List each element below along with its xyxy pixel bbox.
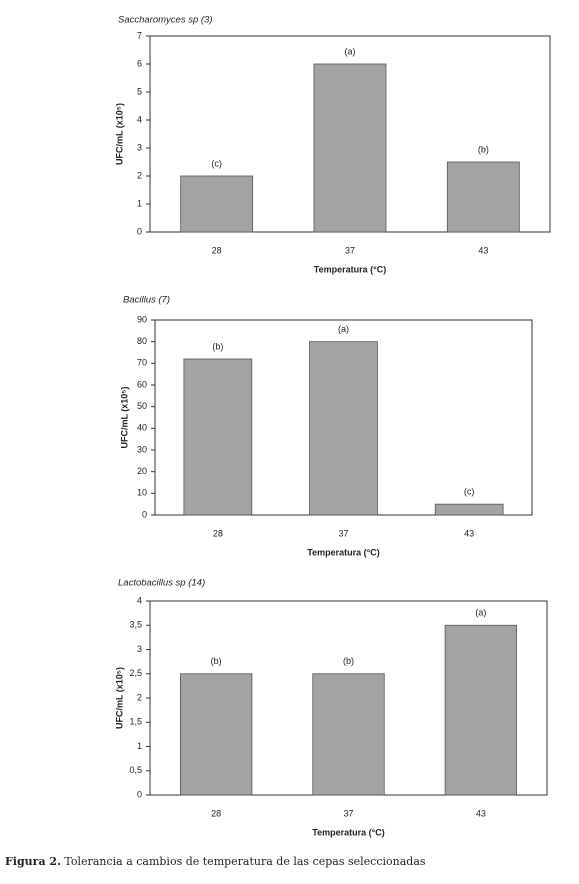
y-tick-label: 0 <box>137 789 142 799</box>
y-tick-label: 3 <box>137 644 142 654</box>
y-tick-label: 0 <box>137 226 142 236</box>
bar-annotation: (b) <box>343 656 354 666</box>
y-tick-label: 70 <box>137 358 147 368</box>
bar <box>444 624 517 796</box>
y-axis-label: UFC/mL (x10⁵) <box>114 667 124 729</box>
x-tick-label: 28 <box>212 245 222 255</box>
x-axis-label: Temperatura (°C) <box>312 827 384 837</box>
y-tick-label: 7 <box>137 30 142 40</box>
bar <box>309 341 378 516</box>
y-tick-label: 4 <box>137 595 142 605</box>
x-tick-label: 43 <box>478 245 488 255</box>
bar <box>312 673 385 796</box>
bar-annotation: (b) <box>212 341 223 351</box>
chart-title: Lactobacillus sp (14) <box>118 578 205 589</box>
x-tick-label: 28 <box>213 528 223 538</box>
y-tick-label: 2,5 <box>129 668 142 678</box>
bar-annotation: (c) <box>464 487 475 497</box>
y-tick-label: 1 <box>137 741 142 751</box>
caption: Figura 2. Tolerancia a cambios de temper… <box>5 855 426 868</box>
x-tick-label: 37 <box>343 808 353 818</box>
chart-title: Bacillus (7) <box>123 295 170 306</box>
y-tick-label: 3 <box>137 142 142 152</box>
bar-annotation: (b) <box>211 656 222 666</box>
bar <box>183 358 253 516</box>
x-tick-label: 43 <box>476 808 486 818</box>
x-tick-label: 28 <box>211 808 221 818</box>
y-tick-label: 3,5 <box>129 620 142 630</box>
chart-title: Saccharomyces sp (3) <box>118 15 213 26</box>
y-tick-label: 10 <box>137 488 147 498</box>
y-axis-label: UFC/mL (x10⁵) <box>119 386 129 448</box>
y-tick-label: 50 <box>137 401 147 411</box>
y-tick-label: 2 <box>137 692 142 702</box>
y-tick-label: 30 <box>137 444 147 454</box>
bar-annotation: (a) <box>338 324 349 334</box>
bar-annotation: (b) <box>478 144 489 154</box>
bar <box>180 175 254 233</box>
y-tick-label: 0 <box>142 509 147 519</box>
bar <box>434 503 504 516</box>
y-tick-label: 1 <box>137 198 142 208</box>
bar <box>446 161 520 233</box>
x-tick-label: 43 <box>464 528 474 538</box>
y-tick-label: 2 <box>137 170 142 180</box>
y-tick-label: 6 <box>137 58 142 68</box>
bar-annotation: (c) <box>211 158 222 168</box>
y-tick-label: 60 <box>137 379 147 389</box>
bar-annotation: (a) <box>475 608 486 618</box>
y-tick-label: 0,5 <box>129 765 142 775</box>
y-tick-label: 80 <box>137 336 147 346</box>
y-tick-label: 20 <box>137 466 147 476</box>
y-axis-label: UFC/mL (x10⁵) <box>114 103 124 165</box>
x-tick-label: 37 <box>338 528 348 538</box>
bar <box>180 673 253 796</box>
caption-label: Figura 2. <box>5 855 61 868</box>
x-tick-label: 37 <box>345 245 355 255</box>
y-tick-label: 5 <box>137 86 142 96</box>
y-tick-label: 1,5 <box>129 717 142 727</box>
y-tick-label: 40 <box>137 423 147 433</box>
x-axis-label: Temperatura (°C) <box>314 264 386 274</box>
bar <box>313 63 387 233</box>
x-axis-label: Temperatura (°C) <box>307 547 379 557</box>
y-tick-label: 90 <box>137 314 147 324</box>
y-tick-label: 4 <box>137 114 142 124</box>
caption-text: Tolerancia a cambios de temperatura de l… <box>64 855 425 868</box>
bar-annotation: (a) <box>345 46 356 56</box>
